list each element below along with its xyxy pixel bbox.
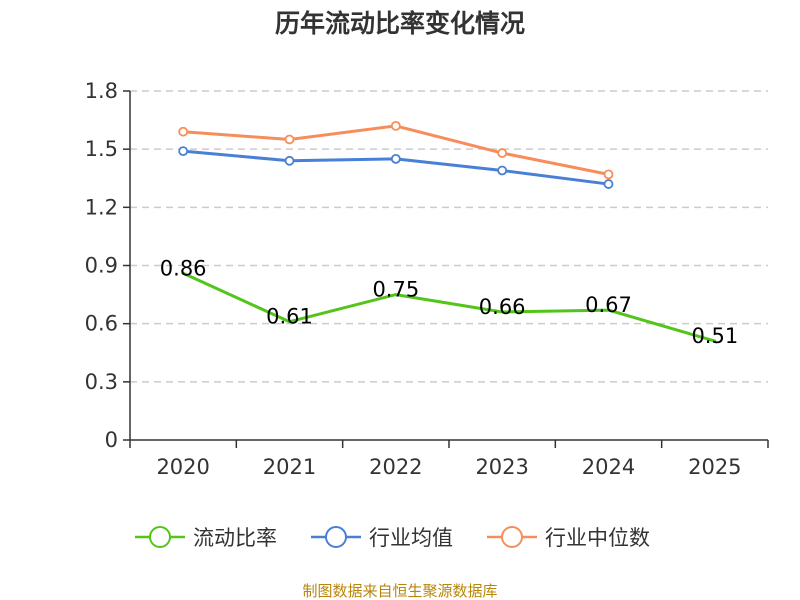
y-tick-label: 0.9 bbox=[85, 254, 118, 278]
data-label: 0.66 bbox=[479, 295, 526, 319]
legend-item-industry_avg[interactable]: 行业均值 bbox=[311, 526, 453, 550]
series bbox=[178, 121, 717, 343]
chart-title: 历年流动比率变化情况 bbox=[275, 9, 525, 38]
legend[interactable]: 流动比率 行业均值 行业中位数 bbox=[135, 526, 650, 550]
data-point-industry_avg[interactable] bbox=[390, 153, 401, 164]
legend-item-industry_median[interactable]: 行业中位数 bbox=[487, 526, 650, 550]
data-point-industry_avg[interactable] bbox=[178, 146, 189, 157]
data-label: 0.51 bbox=[691, 324, 738, 348]
legend-swatch-marker bbox=[501, 526, 523, 548]
legend-label: 流动比率 bbox=[193, 526, 277, 550]
x-tick-label: 2022 bbox=[369, 455, 422, 479]
grid-lines bbox=[130, 90, 768, 383]
y-tick-label: 0.3 bbox=[85, 370, 118, 394]
y-tick-label: 1.8 bbox=[85, 79, 118, 103]
series-line-current_ratio bbox=[181, 271, 717, 343]
data-label: 0.86 bbox=[160, 256, 207, 280]
data-point-industry_median[interactable] bbox=[497, 148, 508, 158]
data-point-industry_median[interactable] bbox=[284, 134, 295, 145]
y-tick-label: 0 bbox=[105, 428, 118, 452]
x-tick-label: 2024 bbox=[582, 455, 635, 479]
legend-item-current_ratio[interactable]: 流动比率 bbox=[135, 526, 277, 550]
data-label: 0.67 bbox=[585, 293, 632, 317]
data-label: 0.75 bbox=[372, 278, 419, 302]
y-tick-label: 1.5 bbox=[85, 137, 118, 161]
data-point-industry_avg[interactable] bbox=[603, 179, 614, 189]
y-tick-label: 0.6 bbox=[85, 312, 118, 336]
x-tick-label: 2023 bbox=[475, 455, 528, 479]
data-point-industry_median[interactable] bbox=[603, 169, 614, 180]
axes: 0 0.3 0.6 0.9 1.2 1.5 1.8 2020 2021 2022 2023 2024 2… bbox=[85, 79, 769, 479]
data-labels: 0.86 0.61 0.75 0.66 0.67 0.51 bbox=[160, 256, 738, 348]
data-point-industry_avg[interactable] bbox=[497, 165, 508, 176]
legend-swatch-marker bbox=[325, 526, 347, 548]
y-tick-label: 1.2 bbox=[85, 195, 118, 219]
data-point-industry_avg[interactable] bbox=[284, 155, 295, 166]
series-line-industry_median bbox=[181, 124, 610, 176]
data-point-industry_median[interactable] bbox=[390, 121, 401, 131]
data-label: 0.61 bbox=[266, 305, 313, 329]
x-tick-label: 2020 bbox=[156, 455, 209, 479]
legend-swatch-marker bbox=[149, 526, 171, 548]
x-tick-label: 2021 bbox=[263, 455, 316, 479]
x-tick-label: 2025 bbox=[688, 455, 741, 479]
source-note: 制图数据来自恒生聚源数据库 bbox=[302, 582, 497, 600]
legend-label: 行业中位数 bbox=[545, 526, 650, 550]
legend-label: 行业均值 bbox=[369, 526, 453, 550]
data-point-industry_median[interactable] bbox=[178, 126, 189, 137]
